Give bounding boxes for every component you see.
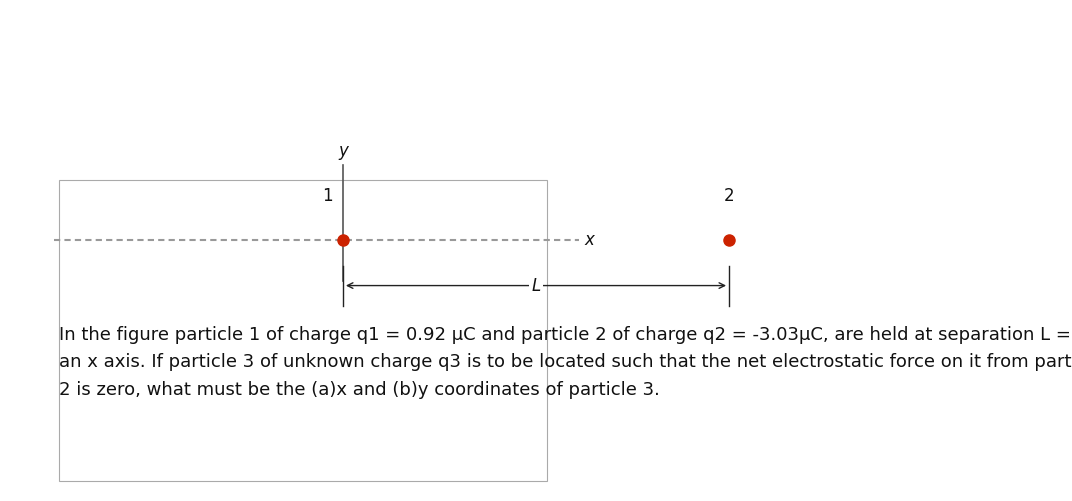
Text: In the figure particle 1 of charge q1 = 0.92 μC and particle 2 of charge q2 = -3: In the figure particle 1 of charge q1 = …	[59, 326, 1072, 399]
Text: 2: 2	[724, 187, 734, 205]
Text: L: L	[532, 277, 540, 295]
Text: y: y	[338, 142, 348, 160]
Text: x: x	[584, 231, 594, 249]
Text: 1: 1	[322, 187, 332, 205]
